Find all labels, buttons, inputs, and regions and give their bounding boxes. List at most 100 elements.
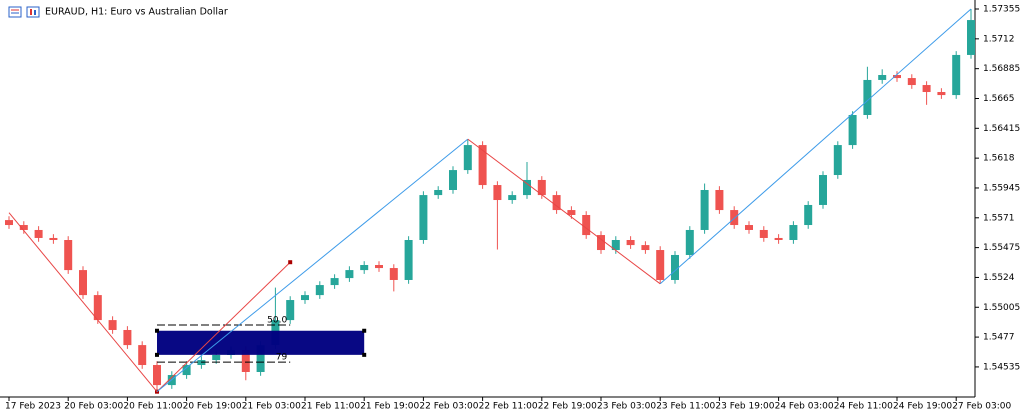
candle-body	[893, 75, 901, 79]
icon	[26, 6, 40, 18]
candle-body	[5, 220, 13, 226]
candle-body	[212, 354, 221, 361]
candle-body	[493, 185, 502, 201]
y-tick-label: 1.5477	[983, 333, 1015, 343]
y-tick-label: 1.55005	[983, 303, 1020, 313]
fib-label: 50.0	[267, 316, 287, 326]
candle-body	[967, 20, 975, 55]
candle-body	[241, 350, 250, 372]
candle-body	[552, 195, 561, 211]
x-tick-label: 20 Feb 03:00	[64, 402, 123, 412]
x-tick-label: 22 Feb 19:00	[538, 402, 597, 412]
rectangle-handle	[155, 352, 159, 357]
y-tick-label: 1.5665	[983, 94, 1015, 104]
candle-body	[449, 170, 457, 190]
candle-body	[315, 285, 324, 296]
candle-body	[863, 79, 872, 115]
icon	[8, 6, 22, 18]
x-tick-label: 24 Feb 11:00	[834, 402, 893, 412]
candle-body	[715, 189, 724, 211]
x-tick-label: 22 Feb 11:00	[479, 402, 538, 412]
chart-title: EURAUD, H1: Euro vs Australian Dollar	[45, 7, 228, 18]
y-tick-label: 1.56415	[983, 124, 1020, 134]
candle-body	[19, 225, 28, 230]
x-tick-label: 21 Feb 11:00	[301, 402, 360, 412]
x-tick-label: 20 Feb 19:00	[183, 402, 242, 412]
candle-body	[759, 229, 768, 238]
candle-body	[685, 229, 694, 255]
candle-body	[34, 229, 43, 238]
candle-body	[656, 250, 665, 280]
candle-body	[937, 92, 946, 96]
candle-body	[123, 329, 132, 346]
candle-body	[138, 345, 147, 366]
title-icons	[8, 6, 40, 18]
candle-body	[523, 179, 531, 196]
candle-body	[301, 295, 309, 301]
x-tick-label: 21 Feb 03:00	[242, 402, 301, 412]
y-tick-label: 1.55945	[983, 183, 1020, 193]
x-tick-label: 23 Feb 19:00	[715, 402, 774, 412]
candle-body	[49, 237, 58, 241]
candle-body	[833, 145, 842, 176]
x-tick-label: 24 Feb 19:00	[893, 402, 952, 412]
y-tick-label: 1.5524	[983, 273, 1015, 283]
zigzag-segment	[467, 138, 661, 285]
candle-body	[804, 204, 813, 226]
candle-body	[641, 245, 650, 251]
candle-body	[345, 270, 354, 279]
candle-body	[330, 278, 339, 286]
candle-body	[582, 214, 591, 236]
candle-body	[375, 265, 383, 269]
candle-body	[508, 195, 517, 201]
candle-body	[79, 270, 87, 296]
candle-body	[419, 195, 428, 241]
candle-body	[537, 179, 546, 196]
candle-body	[745, 225, 753, 230]
y-tick-label: 1.5571	[983, 213, 1015, 223]
rectangle-handle	[362, 352, 367, 357]
y-tick-label: 1.5618	[983, 154, 1015, 164]
trendline-handle	[288, 260, 293, 265]
x-tick-label: 23 Feb 03:00	[597, 402, 656, 412]
x-tick-label: 20 Feb 11:00	[123, 402, 182, 412]
y-tick-label: 1.5712	[983, 34, 1015, 44]
y-tick-label: 1.57355	[983, 5, 1020, 15]
candle-body	[360, 265, 369, 271]
candle-body	[434, 189, 443, 196]
x-tick-label: 27 Feb 03:00	[952, 402, 1011, 412]
candle-body	[597, 235, 605, 251]
candle-body	[730, 210, 739, 226]
candle-body	[611, 240, 620, 251]
x-tick-label: 23 Feb 11:00	[656, 402, 715, 412]
candle-body	[789, 225, 798, 241]
candle-body	[848, 114, 857, 146]
zigzag-segment	[156, 138, 469, 393]
rectangle-handle	[362, 328, 367, 333]
candle-body	[774, 237, 783, 241]
candle-body	[907, 78, 916, 86]
candle-body	[404, 240, 413, 280]
rectangle-handle	[155, 328, 159, 333]
candle-body	[256, 345, 265, 372]
candle-body	[286, 300, 295, 321]
candle-body	[626, 240, 635, 246]
candle-body	[153, 365, 161, 386]
candle-body	[93, 295, 102, 321]
candle-body	[878, 75, 887, 80]
fib-label: 79	[276, 353, 288, 363]
x-tick-label: 21 Feb 19:00	[360, 402, 419, 412]
trendline	[156, 261, 291, 393]
candle-body	[671, 254, 679, 280]
y-tick-label: 1.56885	[983, 64, 1020, 74]
x-tick-label: 17 Feb 2023	[5, 402, 61, 412]
x-tick-label: 24 Feb 03:00	[775, 402, 834, 412]
candle-body	[463, 145, 472, 171]
y-tick-label: 1.54535	[983, 362, 1020, 372]
candle-body	[182, 365, 191, 376]
zigzag-segment	[8, 212, 158, 392]
candle-body	[819, 175, 827, 205]
candle-body	[478, 145, 487, 186]
